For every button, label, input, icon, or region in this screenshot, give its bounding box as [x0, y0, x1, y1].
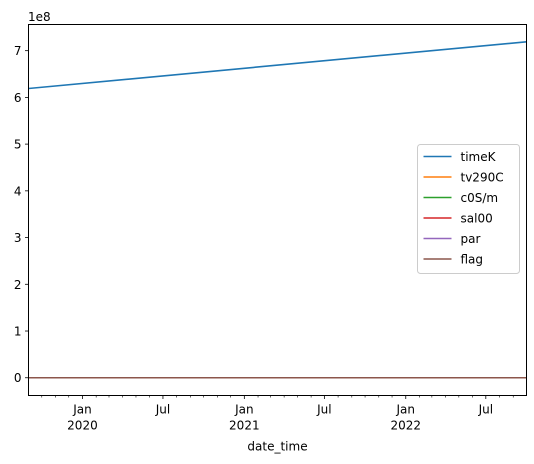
- legend-label: flag: [461, 253, 484, 267]
- y-tick-label: 3: [14, 231, 22, 245]
- x-tick-label: Jan: [234, 403, 254, 417]
- legend-label: c0S/m: [461, 191, 499, 205]
- x-tick-label: Jul: [478, 403, 493, 417]
- legend-label: tv290C: [461, 171, 504, 185]
- y-tick-label: 5: [14, 138, 22, 152]
- legend-label: timeK: [461, 150, 497, 164]
- x-tick-year-label: 2021: [229, 419, 260, 433]
- x-tick-year-label: 2020: [67, 419, 98, 433]
- y-axis-exponent-label: 1e8: [28, 10, 51, 24]
- y-axis: 0 1 2 3 4 5 6 7: [14, 44, 29, 385]
- y-tick-label: 1: [14, 325, 22, 339]
- legend-label: par: [461, 232, 481, 246]
- y-tick-label: 7: [14, 44, 22, 58]
- y-tick-label: 6: [14, 91, 22, 105]
- y-tick-label: 0: [14, 371, 22, 385]
- x-tick-year-label: 2022: [390, 419, 421, 433]
- legend-label: sal00: [461, 212, 493, 226]
- x-tick-label: Jan: [396, 403, 416, 417]
- x-axis: Jan 2020 Jul Jan 2021 Jul Jan 2022 Jul: [42, 396, 513, 433]
- series-line-timek: [29, 42, 527, 89]
- x-axis-label: date_time: [247, 440, 307, 454]
- y-tick-label: 2: [14, 278, 22, 292]
- y-tick-label: 4: [14, 184, 22, 198]
- x-tick-label: Jul: [155, 403, 170, 417]
- x-tick-label: Jan: [72, 403, 92, 417]
- legend: timeK tv290C c0S/m sal00 par flag: [418, 145, 520, 274]
- x-tick-label: Jul: [316, 403, 331, 417]
